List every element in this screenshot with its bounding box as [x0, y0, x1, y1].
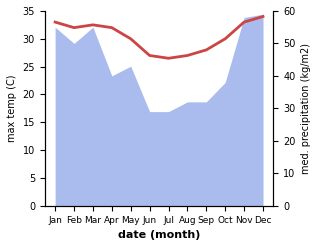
- X-axis label: date (month): date (month): [118, 230, 200, 240]
- Y-axis label: med. precipitation (kg/m2): med. precipitation (kg/m2): [301, 43, 311, 174]
- Y-axis label: max temp (C): max temp (C): [7, 75, 17, 142]
